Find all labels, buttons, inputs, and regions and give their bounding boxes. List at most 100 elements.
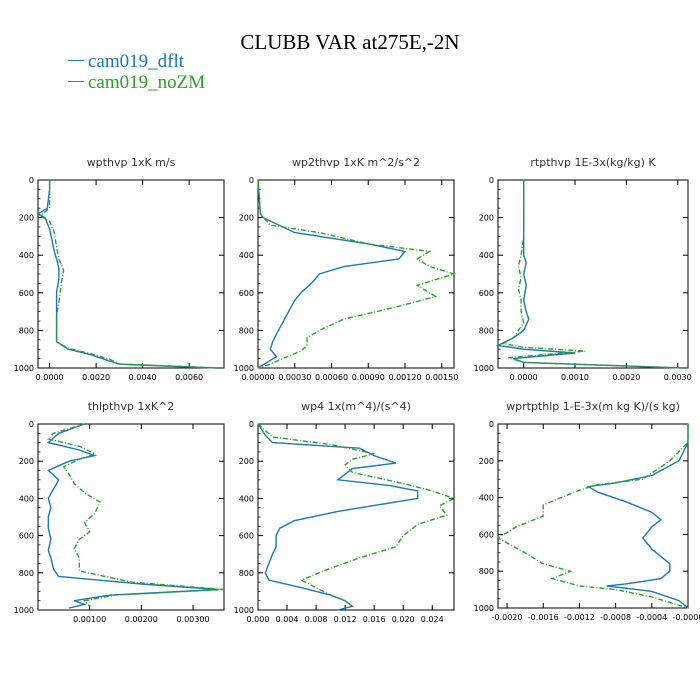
x-tick-label: -0.0000 bbox=[673, 613, 700, 622]
series-line-nozm bbox=[496, 424, 689, 609]
x-tick-label: 0.00300 bbox=[176, 615, 209, 624]
y-tick-label: 400 bbox=[239, 251, 254, 260]
y-tick-label: 800 bbox=[19, 569, 34, 578]
x-tick-label: 0.0020 bbox=[612, 373, 640, 382]
y-tick-label: 200 bbox=[239, 214, 254, 223]
panel-3: rtpthvp 1E-3x(kg/kg) K 0 200 400 600 800 1000 0… bbox=[474, 156, 692, 382]
y-tick-label: 1000 bbox=[234, 606, 254, 615]
legend-label-nozm: cam019_noZM bbox=[88, 72, 206, 93]
panel-6: wprtpthlp 1-E-3x(m kg K)/(s kg) 0 200 400 60… bbox=[474, 400, 700, 622]
y-tick-label: 1000 bbox=[14, 606, 34, 615]
plot-frame bbox=[37, 179, 225, 369]
y-tick-label: 800 bbox=[19, 326, 34, 335]
y-tick-label: 0 bbox=[29, 176, 34, 185]
y-tick-label: 600 bbox=[479, 289, 494, 298]
y-tick-label: 1000 bbox=[14, 364, 34, 373]
y-tick-label: 1000 bbox=[474, 364, 494, 373]
legend-item-nozm: cam019_noZM bbox=[68, 73, 205, 93]
series-line-nozm bbox=[257, 423, 456, 607]
y-tick-label: 600 bbox=[239, 532, 254, 541]
x-tick-label: 0.000 bbox=[247, 615, 270, 624]
panel-title: thlpthvp 1xK^2 bbox=[88, 400, 175, 413]
panel-title: wprtpthlp 1-E-3x(m kg K)/(s kg) bbox=[506, 400, 680, 413]
series-line-dflt bbox=[46, 423, 219, 609]
plot-frame bbox=[497, 179, 689, 369]
x-tick-label: 0.016 bbox=[363, 615, 386, 624]
y-tick-label: 200 bbox=[479, 214, 494, 223]
plot-frame bbox=[497, 423, 689, 609]
y-tick-label: 800 bbox=[479, 326, 494, 335]
y-tick-label: 800 bbox=[479, 567, 494, 576]
panel-title: rtpthvp 1E-3x(kg/kg) K bbox=[530, 156, 656, 169]
plot-frame bbox=[257, 179, 455, 369]
x-tick-label: 0.012 bbox=[334, 615, 357, 624]
x-tick-label: 0.00120 bbox=[388, 373, 421, 382]
y-tick-label: 0 bbox=[29, 420, 34, 429]
x-tick-label: 0.00000 bbox=[241, 373, 274, 382]
y-tick-label: 400 bbox=[479, 251, 494, 260]
series-line-dflt bbox=[495, 180, 683, 369]
panel-title: wp4 1x(m^4)/(s^4) bbox=[301, 400, 411, 413]
y-tick-label: 600 bbox=[479, 530, 494, 539]
series-line-nozm bbox=[39, 180, 218, 369]
panel-4: thlpthvp 1xK^2 0 200 400 600 800 1000 0.00100 0.… bbox=[14, 400, 225, 624]
x-tick-label: 0.0030 bbox=[664, 373, 692, 382]
y-tick-label: 400 bbox=[19, 251, 34, 260]
y-tick-label: 0 bbox=[249, 420, 254, 429]
x-tick-label: 0.0000 bbox=[36, 373, 64, 382]
series-line-dflt bbox=[36, 180, 218, 369]
y-tick-label: 600 bbox=[19, 289, 34, 298]
y-tick-label: 0 bbox=[489, 420, 494, 429]
y-tick-label: 0 bbox=[249, 176, 254, 185]
panel-title: wp2thvp 1xK m^2/s^2 bbox=[292, 156, 420, 169]
x-tick-label: 0.00150 bbox=[425, 373, 458, 382]
x-tick-label: -0.0012 bbox=[564, 613, 595, 622]
x-tick-label: 0.0040 bbox=[129, 373, 157, 382]
y-tick-label: 400 bbox=[239, 494, 254, 503]
x-tick-label: 0.00060 bbox=[315, 373, 348, 382]
series-line-nozm bbox=[257, 179, 457, 369]
x-tick-label: 0.0010 bbox=[561, 373, 589, 382]
x-tick-label: 0.0020 bbox=[82, 373, 110, 382]
x-tick-label: 0.020 bbox=[392, 615, 415, 624]
x-tick-label: 0.008 bbox=[305, 615, 328, 624]
y-tick-label: 400 bbox=[479, 494, 494, 503]
plot-frame bbox=[257, 423, 455, 611]
legend-label-dflt: cam019_dflt bbox=[88, 51, 185, 72]
legend-swatch-nozm bbox=[68, 81, 84, 83]
panel-title: wpthvp 1xK m/s bbox=[87, 156, 176, 169]
x-tick-label: 0.004 bbox=[276, 615, 299, 624]
y-tick-label: 1000 bbox=[234, 364, 254, 373]
x-tick-label: 0.0000 bbox=[510, 373, 538, 382]
y-tick-label: 200 bbox=[19, 214, 34, 223]
y-tick-label: 200 bbox=[19, 457, 34, 466]
y-tick-label: 800 bbox=[239, 326, 254, 335]
series-line-dflt bbox=[257, 179, 407, 369]
y-tick-label: 0 bbox=[489, 176, 494, 185]
series-line-nozm bbox=[501, 180, 683, 369]
figure-title: CLUBB VAR at275E,-2N bbox=[240, 30, 460, 54]
x-tick-label: 0.024 bbox=[421, 615, 444, 624]
x-tick-label: -0.0016 bbox=[528, 613, 559, 622]
x-tick-label: -0.0020 bbox=[492, 613, 523, 622]
panel-2: wp2thvp 1xK m^2/s^2020040060080010000.00… bbox=[234, 156, 459, 382]
x-tick-label: 0.00090 bbox=[352, 373, 385, 382]
series-line-nozm bbox=[46, 423, 225, 607]
y-tick-label: 800 bbox=[239, 569, 254, 578]
series-line-dflt bbox=[257, 423, 419, 611]
x-tick-label: 0.00200 bbox=[125, 615, 158, 624]
y-tick-label: 200 bbox=[239, 457, 254, 466]
x-tick-label: 0.00100 bbox=[73, 615, 106, 624]
legend-swatch-dflt bbox=[68, 60, 84, 62]
series-line-dflt bbox=[586, 424, 689, 609]
y-tick-label: 600 bbox=[239, 289, 254, 298]
y-tick-label: 200 bbox=[479, 457, 494, 466]
y-tick-label: 400 bbox=[19, 494, 34, 503]
legend-item-dflt: cam019_dflt bbox=[68, 52, 184, 72]
y-tick-label: 1000 bbox=[474, 604, 494, 613]
x-tick-label: 0.00030 bbox=[278, 373, 311, 382]
x-tick-label: 0.0060 bbox=[175, 373, 203, 382]
